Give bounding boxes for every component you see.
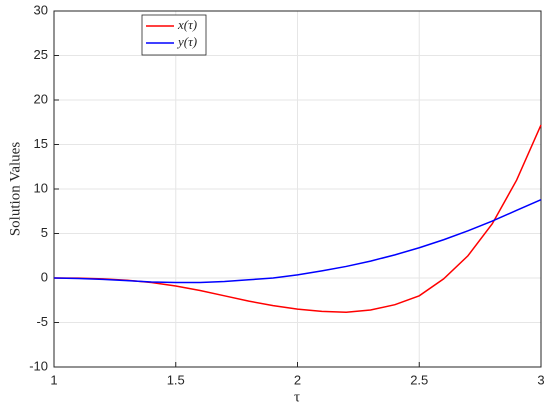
legend-box	[141, 14, 207, 56]
x-tick-label: 1	[50, 372, 57, 387]
y-tick-label: 25	[34, 47, 48, 62]
y-tick-label: 30	[34, 2, 48, 17]
y-tick-label: 15	[34, 136, 48, 151]
x-tick-label: 3	[537, 372, 544, 387]
y-tick-label: -5	[36, 314, 48, 329]
y-tick-label: 5	[41, 225, 48, 240]
y-axis-label: Solution Values	[7, 142, 23, 236]
x-tick-label: 2.5	[410, 372, 428, 387]
y-tick-label: 0	[41, 269, 48, 284]
legend-label: y(τ)	[176, 34, 197, 49]
plot-frame	[53, 10, 542, 368]
x-tick-label: 2	[294, 372, 301, 387]
legend-label: x(τ)	[177, 17, 197, 32]
y-tick-label: 10	[34, 180, 48, 195]
x-axis-label: τ	[294, 389, 300, 405]
x-tick-label: 1.5	[167, 372, 185, 387]
series-line	[53, 198, 542, 284]
y-tick-label: 20	[34, 91, 48, 106]
y-tick-label: -10	[29, 358, 48, 373]
